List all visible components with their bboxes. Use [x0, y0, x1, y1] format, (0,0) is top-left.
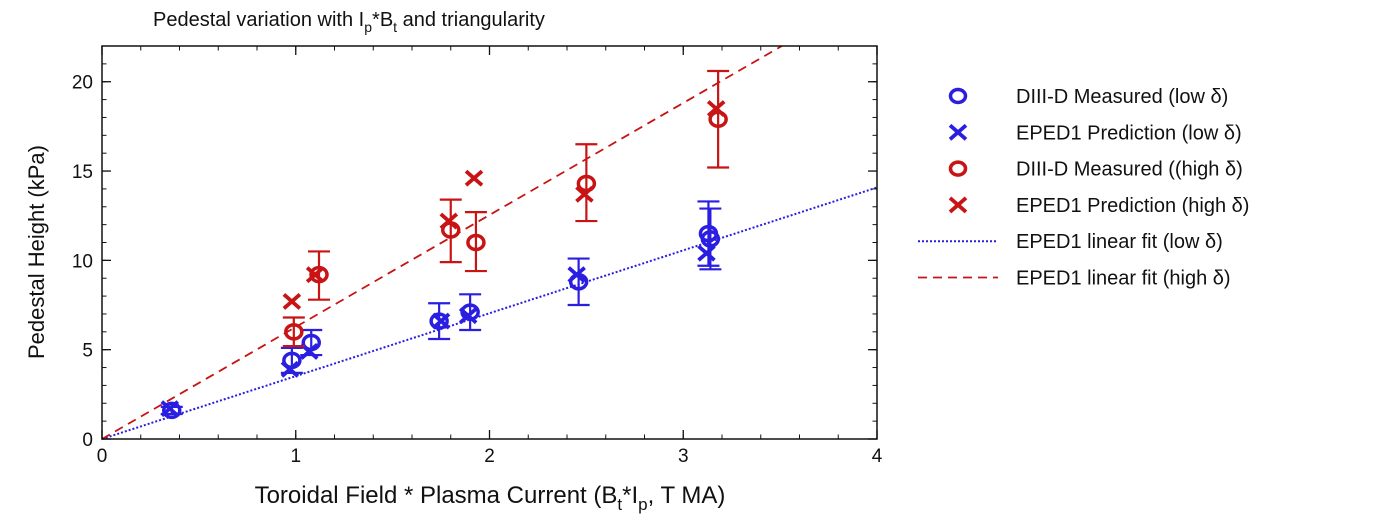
x-tick-label: 4	[872, 446, 883, 467]
legend-marker	[948, 196, 968, 214]
data-point-1-4	[458, 307, 478, 325]
y-tick-label: 10	[72, 251, 93, 272]
legend-item-1: EPED1 Prediction (low δ)	[948, 122, 1242, 144]
data-point-3-2	[439, 212, 459, 230]
error-bar-2-2	[439, 198, 462, 264]
legend-label: EPED1 Prediction (high δ)	[1016, 195, 1249, 217]
legend-item-3: EPED1 Prediction (high δ)	[948, 195, 1249, 217]
data-point-1-3	[431, 312, 451, 330]
y-tick-label: 0	[82, 430, 93, 451]
data-point-0-0	[162, 401, 182, 420]
y-tick-label: 5	[82, 341, 93, 362]
data-point-3-5	[706, 100, 726, 117]
x-tick-label: 3	[678, 446, 689, 467]
data-point-3-0	[282, 293, 302, 310]
data-marks	[160, 69, 730, 420]
axis-ticks: 0 1 2 3 4 0 5 10 15 20	[72, 45, 883, 467]
data-point-2-3	[466, 233, 486, 252]
error-bar-0-5	[567, 257, 590, 307]
data-point-2-1	[309, 265, 329, 284]
legend-item-5: EPED1 linear fit (high δ)	[918, 268, 1231, 290]
data-point-3-4	[575, 185, 594, 203]
x-tick-label: 2	[484, 446, 495, 467]
data-point-0-3	[429, 312, 449, 330]
data-point-3-3	[464, 169, 484, 187]
error-bar-2-5	[707, 69, 730, 169]
legend-label: DIII-D Measured (low δ)	[1016, 86, 1228, 108]
legend-item-0: DIII-D Measured (low δ)	[948, 86, 1228, 108]
error-bar-2-3	[464, 211, 487, 273]
fit-line-1	[101, 45, 783, 440]
x-tick-label: 0	[97, 446, 108, 467]
legend-label: EPED1 Prediction (low δ)	[1016, 122, 1242, 144]
data-point-1-0	[160, 400, 180, 418]
data-point-2-0	[284, 323, 304, 341]
chart-title: Pedestal variation with Ip*Bt and triang…	[153, 9, 545, 35]
legend-marker	[948, 160, 968, 177]
legend-item-4: EPED1 linear fit (low δ)	[918, 231, 1223, 253]
error-bar-0-7	[699, 207, 722, 271]
data-point-0-7	[700, 230, 721, 248]
y-axis-label: Pedestal Height (kPa)	[24, 145, 49, 359]
data-point-1-1	[280, 360, 300, 378]
legend-label: EPED1 linear fit (high δ)	[1016, 268, 1231, 290]
x-axis-label: Toroidal Field * Plasma Current (Bt*Ip, …	[255, 482, 726, 514]
legend-item-2: DIII-D Measured ((high δ)	[948, 159, 1243, 181]
legend-marker	[948, 87, 968, 105]
data-point-1-5	[567, 266, 586, 284]
legend-marker	[948, 123, 968, 141]
legend-label: DIII-D Measured ((high δ)	[1016, 159, 1243, 181]
y-tick-label: 15	[72, 162, 93, 183]
legend: DIII-D Measured (low δ) EPED1 Prediction …	[918, 86, 1249, 290]
error-bar-2-0	[282, 316, 305, 348]
data-point-1-6	[697, 244, 716, 262]
legend-label: EPED1 linear fit (low δ)	[1016, 231, 1223, 253]
fit-lines	[101, 45, 878, 440]
fit-line-0	[101, 186, 878, 440]
plot-frame	[101, 45, 878, 440]
error-bar-2-4	[575, 143, 598, 223]
y-tick-label: 20	[72, 73, 93, 94]
x-tick-label: 1	[290, 446, 301, 467]
data-point-3-1	[305, 266, 325, 284]
